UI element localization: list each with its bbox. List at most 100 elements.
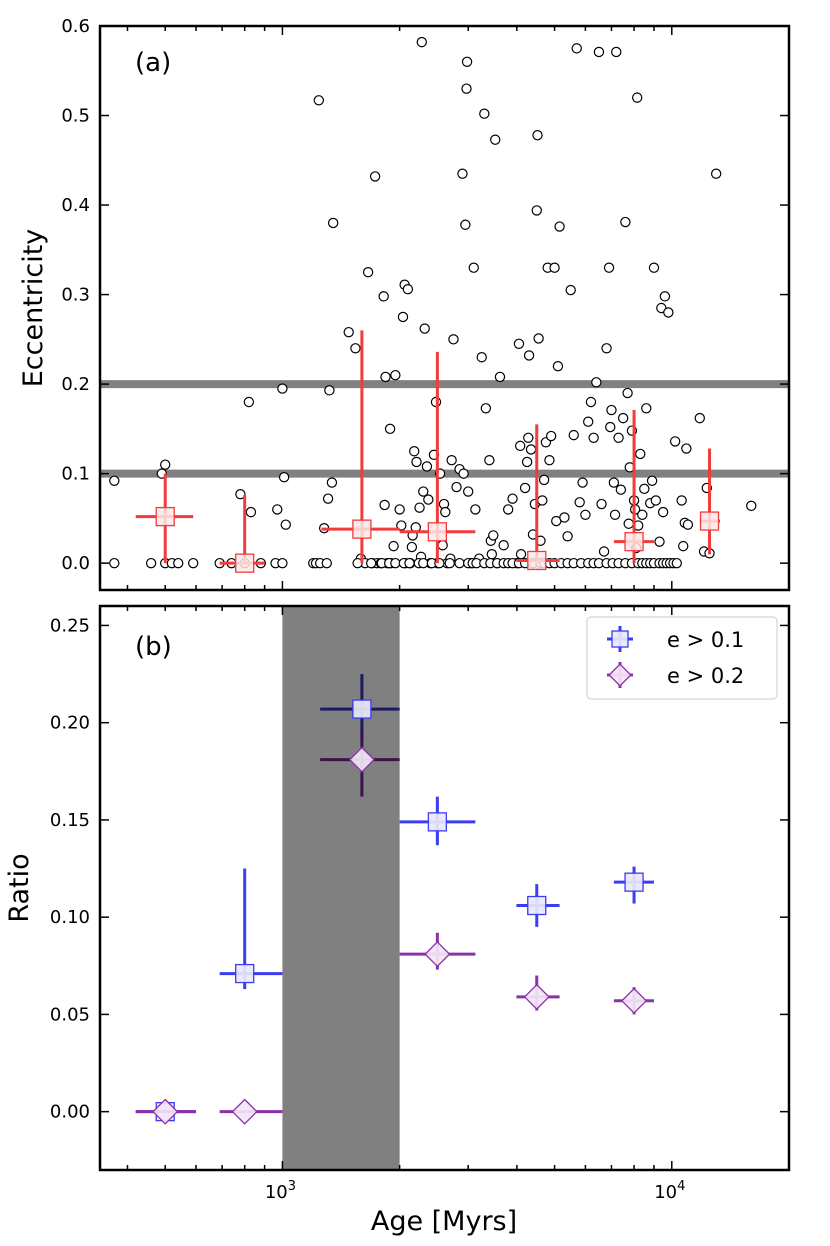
eccentricity-point [549, 262, 560, 273]
eccentricity-point [588, 432, 599, 444]
eccentricity-point [343, 326, 354, 338]
eccentricity-point [476, 352, 487, 363]
binned-marker [155, 506, 175, 527]
eccentricity-point [609, 509, 621, 520]
panel-b: 103 104 0.00 0.05 0.10 0.15 0.20 0.25 (b) Ratio… [4, 604, 791, 1237]
diamond-marker [152, 1098, 179, 1125]
ratio-point [320, 674, 400, 741]
eccentricity-point [461, 56, 473, 68]
eccentricity-point [444, 557, 455, 569]
eccentricity-point [480, 403, 492, 414]
diamond-marker [231, 1098, 258, 1125]
panel-a-label: (a) [135, 48, 171, 78]
binned-marker [352, 519, 372, 539]
x-axis-label: Age [Myrs] [371, 1206, 517, 1237]
eccentricity-point [523, 432, 534, 444]
eccentricity-point [470, 504, 481, 515]
panel-b-ylabel: Ratio [4, 853, 35, 922]
eccentricity-point [585, 396, 597, 408]
eccentricity-point [423, 494, 434, 505]
binned-mean [135, 473, 194, 564]
legend-frame [586, 616, 778, 700]
eccentricity-point [663, 307, 674, 318]
binned-mean [399, 351, 476, 564]
panel-b-label: (b) [135, 632, 172, 662]
eccentricity-point [554, 221, 565, 232]
binned-mean [613, 410, 654, 564]
legend-label: e > 0.2 [667, 664, 744, 688]
diamond-marker [620, 987, 648, 1014]
eccentricity-point [109, 557, 120, 569]
y-tick-label: 0.00 [50, 1102, 90, 1123]
eccentricity-point [617, 412, 629, 424]
binned-marker [235, 553, 255, 573]
eccentricity-point [321, 557, 332, 569]
diamond-marker [348, 746, 375, 773]
eccentricity-point [277, 383, 288, 394]
y-tick-label: 0.10 [50, 907, 90, 928]
eccentricity-point [486, 548, 498, 560]
eccentricity-point [406, 541, 418, 553]
eccentricity-point [397, 311, 409, 323]
eccentricity-points [109, 36, 757, 569]
eccentricity-point [591, 377, 602, 388]
eccentricity-point [659, 291, 671, 302]
legend-label: e > 0.1 [667, 628, 744, 652]
eccentricity-point [502, 504, 514, 515]
eccentricity-point [682, 519, 694, 530]
eccentricity-point [418, 486, 429, 497]
eccentricity-point [437, 540, 448, 551]
eccentricity-point [507, 493, 518, 504]
eccentricity-point [404, 557, 415, 569]
eccentricity-point [681, 443, 692, 454]
eccentricity-point [694, 412, 705, 424]
eccentricity-point [384, 423, 396, 435]
ratio-point [516, 884, 560, 927]
panel-a-frame [98, 24, 791, 592]
eccentricity-point [488, 530, 499, 541]
square-marker [527, 895, 547, 916]
square-marker [427, 812, 448, 832]
eccentricity-point [635, 448, 646, 460]
y-tick-label: 0.4 [61, 195, 90, 216]
eccentricity-point [243, 396, 255, 408]
panel-a-ticks: 0.0 0.1 0.2 0.3 0.4 0.5 0.6 [61, 16, 790, 590]
eccentricity-point [671, 557, 682, 569]
eccentricity-point [568, 429, 579, 441]
eccentricity-point [479, 108, 490, 119]
eccentricity-point [462, 486, 474, 497]
eccentricity-point [446, 454, 457, 466]
eccentricity-point [601, 343, 612, 354]
y-tick-label: 0.1 [61, 464, 90, 485]
eccentricity-point [235, 489, 246, 500]
eccentricity-point [379, 499, 390, 511]
binned-mean [321, 330, 400, 564]
eccentricity-point [623, 518, 634, 529]
eccentricity-point [461, 83, 472, 94]
eccentricity-point [606, 404, 617, 416]
y-tick-label: 0.05 [50, 1004, 90, 1025]
eccentricity-point [322, 493, 334, 504]
eccentricity-point [460, 219, 471, 230]
eccentricity-point [490, 134, 501, 145]
eccentricity-point [109, 475, 120, 486]
eccentricity-point [605, 421, 616, 433]
binned-means [135, 330, 721, 573]
eccentricity-point [603, 262, 615, 273]
eccentricity-point [514, 440, 526, 452]
eccentricity-point [390, 557, 401, 569]
binned-mean [219, 495, 265, 573]
y-tick-label: 0.15 [50, 810, 90, 831]
shaded-band [282, 606, 400, 1170]
eccentricity-point [419, 323, 430, 334]
eccentricity-point [544, 454, 555, 466]
eccentricity-point [615, 484, 627, 495]
eccentricity-point [537, 495, 548, 506]
eccentricity-point [414, 502, 425, 513]
ratio-point [613, 987, 654, 1015]
shaded-region [282, 606, 400, 1170]
eccentricity-point [388, 540, 399, 552]
eccentricity-point [280, 519, 291, 530]
eccentricity-point [350, 343, 361, 354]
eccentricity-point [160, 459, 171, 470]
